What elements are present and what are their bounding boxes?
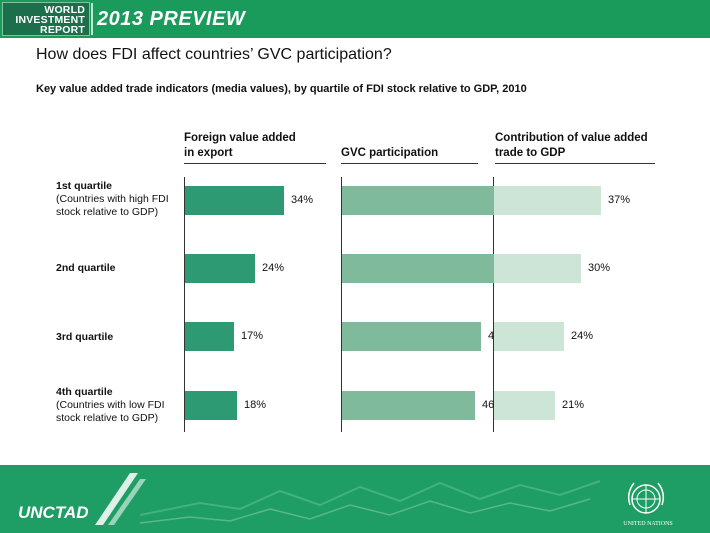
logo-line-3: REPORT bbox=[40, 24, 85, 36]
row-2-name: 2nd quartile bbox=[56, 262, 116, 274]
panel-1-header-rule bbox=[184, 163, 326, 164]
panel-3-header: Contribution of value added trade to GDP bbox=[495, 131, 648, 161]
bar-label-panel-1-row-2: 24% bbox=[262, 262, 285, 274]
row-label-3: 3rd quartile bbox=[56, 331, 113, 344]
un-emblem-icon bbox=[627, 482, 665, 514]
bar-panel-3-row-2 bbox=[494, 254, 581, 283]
bar-label-panel-3-row-4: 21% bbox=[562, 399, 585, 411]
panel-1-header: Foreign value added in export bbox=[184, 131, 296, 161]
panel-1-header-line-1: Foreign value added bbox=[184, 132, 296, 144]
panel-2-header-line-1: GVC participation bbox=[341, 147, 439, 159]
row-4-detail-2: stock relative to GDP) bbox=[56, 412, 159, 424]
panel-1-axis bbox=[184, 177, 185, 432]
bar-panel-2-row-2 bbox=[342, 254, 499, 283]
panel-3-axis bbox=[493, 177, 494, 432]
panel-2-header-rule bbox=[341, 163, 478, 164]
row-4-name: 4th quartile bbox=[56, 386, 113, 398]
bar-panel-2-row-3 bbox=[342, 322, 481, 351]
bar-label-panel-3-row-1: 37% bbox=[608, 194, 631, 206]
row-1-name: 1st quartile bbox=[56, 180, 113, 192]
row-1-detail-1: (Countries with high FDI bbox=[56, 193, 169, 205]
row-4-detail-1: (Countries with low FDI bbox=[56, 399, 165, 411]
bar-panel-1-row-1 bbox=[185, 186, 284, 215]
panel-1-header-line-2: in export bbox=[184, 147, 233, 159]
panel-2-header: GVC participation bbox=[341, 146, 438, 161]
footer-banner: UNCTAD UNITED NATIONS bbox=[0, 465, 710, 533]
unctad-logo: UNCTAD bbox=[18, 503, 89, 522]
panel-3-header-rule bbox=[495, 163, 655, 164]
bar-label-panel-1-row-4: 18% bbox=[244, 399, 267, 411]
panel-2-axis bbox=[341, 177, 342, 432]
bar-panel-3-row-1 bbox=[494, 186, 601, 215]
bar-panel-1-row-2 bbox=[185, 254, 255, 283]
bar-label-panel-3-row-3: 24% bbox=[571, 330, 594, 342]
panel-3-header-line-2: trade to GDP bbox=[495, 147, 566, 159]
logo-divider bbox=[91, 3, 93, 35]
bar-panel-3-row-4 bbox=[494, 391, 555, 420]
header-banner: WORLD INVESTMENT REPORT 2013 PREVIEW bbox=[0, 0, 710, 38]
bar-panel-2-row-1 bbox=[342, 186, 510, 215]
row-label-2: 2nd quartile bbox=[56, 262, 116, 275]
logo-line-2: INVESTMENT bbox=[15, 14, 85, 26]
wir-logo: WORLD INVESTMENT REPORT bbox=[2, 2, 90, 36]
bar-label-panel-1-row-1: 34% bbox=[291, 194, 314, 206]
logo-line-1: WORLD bbox=[44, 4, 85, 16]
row-label-1: 1st quartile (Countries with high FDI st… bbox=[56, 180, 169, 219]
bar-panel-1-row-3 bbox=[185, 322, 234, 351]
bar-label-panel-3-row-2: 30% bbox=[588, 262, 611, 274]
preview-label: 2013 PREVIEW bbox=[97, 8, 246, 30]
chart-subtitle: Key value added trade indicators (media … bbox=[36, 83, 527, 95]
page-title: How does FDI affect countries’ GVC parti… bbox=[36, 46, 392, 63]
bar-panel-2-row-4 bbox=[342, 391, 475, 420]
row-1-detail-2: stock relative to GDP) bbox=[56, 206, 159, 218]
row-label-4: 4th quartile (Countries with low FDI sto… bbox=[56, 386, 165, 425]
un-label: UNITED NATIONS bbox=[623, 521, 673, 527]
footer-decoration bbox=[95, 473, 601, 525]
bar-panel-3-row-3 bbox=[494, 322, 564, 351]
panel-3-header-line-1: Contribution of value added bbox=[495, 132, 648, 144]
row-3-name: 3rd quartile bbox=[56, 331, 114, 343]
bar-panel-1-row-4 bbox=[185, 391, 237, 420]
bar-label-panel-1-row-3: 17% bbox=[241, 330, 264, 342]
